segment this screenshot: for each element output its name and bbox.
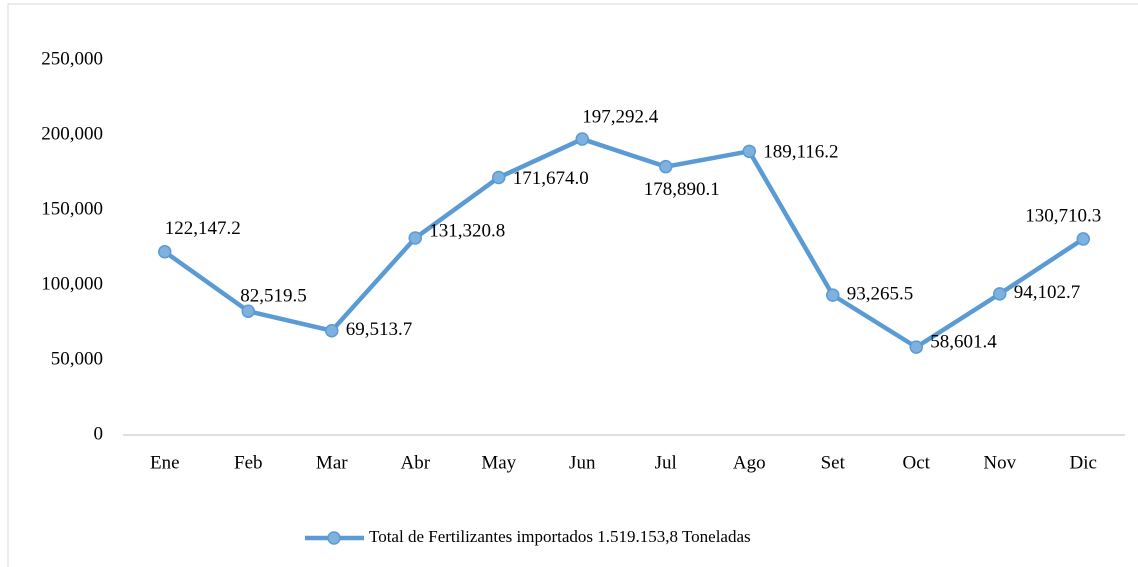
data-label: 197,292.4	[582, 106, 659, 127]
x-tick-label: Jun	[569, 452, 596, 473]
data-label: 58,601.4	[930, 331, 997, 352]
x-tick-label: Mar	[316, 452, 348, 473]
series-line	[163, 136, 1085, 350]
data-point	[1076, 232, 1090, 246]
data-label: 171,674.0	[513, 168, 589, 189]
data-point	[575, 132, 589, 146]
x-tick-label: Dic	[1070, 452, 1097, 473]
data-point	[909, 340, 923, 354]
chart-frame	[7, 3, 1138, 567]
y-tick-label: 250,000	[41, 48, 103, 69]
x-tick-label: Abr	[400, 452, 430, 473]
y-tick-label: 50,000	[51, 348, 103, 369]
x-tick-label: Ago	[733, 452, 766, 473]
data-label: 69,513.7	[346, 319, 413, 340]
legend-marker	[327, 531, 341, 545]
data-point	[659, 159, 673, 174]
data-label: 82,519.5	[240, 286, 307, 307]
y-tick-label: 150,000	[41, 198, 103, 219]
x-tick-label: Oct	[903, 452, 931, 473]
data-point	[408, 231, 422, 245]
data-label: 122,147.2	[165, 218, 241, 239]
data-label: 131,320.8	[429, 220, 505, 241]
data-label: 94,102.7	[1014, 282, 1081, 303]
data-point	[826, 288, 840, 302]
x-tick-label: May	[481, 452, 516, 473]
data-label: 130,710.3	[1025, 205, 1101, 226]
y-tick-label: 100,000	[41, 273, 103, 294]
x-tick-label: Ene	[150, 452, 180, 473]
x-tick-label: Feb	[234, 452, 263, 473]
data-point	[158, 245, 172, 259]
data-point	[492, 170, 506, 185]
data-label: 189,116.2	[763, 142, 838, 163]
data-point	[993, 287, 1007, 301]
data-label: 93,265.5	[847, 283, 914, 304]
x-tick-label: Nov	[983, 452, 1016, 473]
data-point	[241, 304, 255, 318]
legend-label: Total de Fertilizantes importados 1.519.…	[369, 527, 751, 546]
x-tick-label: Set	[821, 452, 846, 473]
data-point	[325, 323, 339, 338]
data-label: 178,890.1	[644, 179, 720, 200]
y-tick-label: 0	[94, 423, 104, 444]
data-point	[742, 144, 756, 159]
y-tick-label: 200,000	[41, 123, 103, 144]
x-tick-label: Jul	[655, 452, 677, 473]
